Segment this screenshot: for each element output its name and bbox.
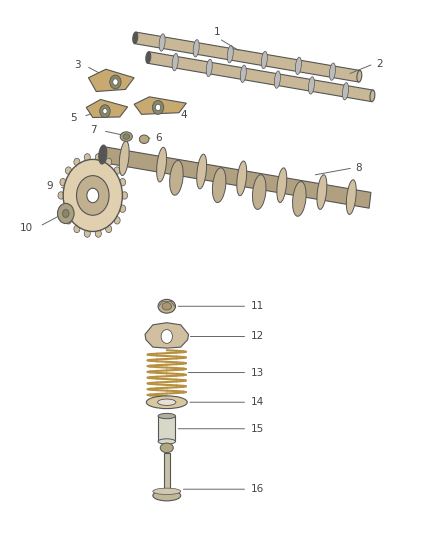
Ellipse shape	[308, 77, 314, 94]
Text: 14: 14	[251, 397, 264, 407]
Text: 13: 13	[251, 368, 264, 377]
Ellipse shape	[227, 45, 233, 63]
Text: 2: 2	[377, 59, 383, 69]
Ellipse shape	[99, 145, 107, 164]
Ellipse shape	[343, 83, 349, 100]
Ellipse shape	[146, 396, 187, 409]
Ellipse shape	[277, 168, 287, 203]
Circle shape	[57, 204, 74, 223]
Polygon shape	[102, 147, 371, 208]
Circle shape	[114, 167, 120, 174]
Ellipse shape	[237, 161, 247, 196]
Polygon shape	[148, 52, 373, 102]
Ellipse shape	[317, 175, 327, 209]
Text: 15: 15	[251, 424, 264, 434]
Circle shape	[114, 216, 120, 224]
Ellipse shape	[133, 32, 138, 44]
Ellipse shape	[158, 439, 176, 444]
Ellipse shape	[120, 132, 132, 141]
Circle shape	[74, 158, 80, 166]
Text: 16: 16	[251, 484, 264, 494]
Circle shape	[161, 329, 173, 343]
Circle shape	[65, 216, 71, 224]
Circle shape	[87, 188, 99, 203]
Circle shape	[121, 192, 127, 199]
Ellipse shape	[212, 168, 226, 203]
Polygon shape	[164, 453, 170, 498]
Ellipse shape	[162, 303, 172, 310]
Text: 9: 9	[46, 181, 53, 191]
Circle shape	[95, 154, 101, 161]
Text: 6: 6	[155, 133, 162, 143]
Circle shape	[63, 159, 122, 231]
Ellipse shape	[170, 160, 183, 195]
Circle shape	[58, 192, 64, 199]
Ellipse shape	[357, 70, 362, 82]
Polygon shape	[134, 32, 360, 82]
Circle shape	[77, 175, 109, 215]
Ellipse shape	[146, 52, 151, 63]
Circle shape	[74, 225, 80, 233]
Circle shape	[155, 104, 161, 111]
Ellipse shape	[197, 154, 207, 189]
Ellipse shape	[139, 135, 149, 143]
Circle shape	[84, 154, 90, 161]
Circle shape	[113, 79, 118, 85]
Text: 4: 4	[181, 110, 187, 120]
Ellipse shape	[295, 57, 301, 75]
Circle shape	[65, 167, 71, 174]
Ellipse shape	[153, 488, 181, 495]
Polygon shape	[158, 416, 176, 441]
Circle shape	[60, 205, 66, 212]
Polygon shape	[145, 322, 188, 348]
Ellipse shape	[252, 175, 266, 209]
Circle shape	[120, 179, 126, 186]
Circle shape	[84, 230, 90, 237]
Text: 7: 7	[90, 125, 96, 135]
Ellipse shape	[158, 414, 176, 419]
Circle shape	[106, 158, 112, 166]
Text: 3: 3	[74, 60, 81, 70]
Text: 12: 12	[251, 332, 264, 342]
Circle shape	[95, 230, 101, 237]
Ellipse shape	[160, 443, 173, 453]
Circle shape	[60, 179, 66, 186]
Ellipse shape	[172, 53, 178, 71]
Polygon shape	[88, 69, 134, 92]
Circle shape	[110, 75, 121, 89]
Ellipse shape	[329, 63, 336, 80]
Circle shape	[152, 101, 164, 114]
Polygon shape	[134, 97, 186, 114]
Polygon shape	[86, 100, 127, 117]
Circle shape	[120, 205, 126, 212]
Circle shape	[100, 105, 110, 117]
Text: 5: 5	[70, 112, 77, 123]
Ellipse shape	[274, 71, 280, 88]
Ellipse shape	[240, 65, 246, 83]
Ellipse shape	[159, 34, 165, 51]
Ellipse shape	[293, 182, 306, 216]
Ellipse shape	[119, 141, 129, 175]
Ellipse shape	[158, 300, 176, 313]
Ellipse shape	[193, 39, 199, 57]
Ellipse shape	[346, 180, 356, 214]
Text: 1: 1	[214, 27, 221, 37]
Ellipse shape	[153, 490, 181, 501]
Ellipse shape	[370, 90, 375, 102]
Text: 11: 11	[251, 301, 264, 311]
Ellipse shape	[158, 399, 176, 406]
Ellipse shape	[206, 59, 212, 77]
Ellipse shape	[157, 147, 166, 182]
Ellipse shape	[63, 209, 69, 217]
Text: 8: 8	[356, 163, 362, 173]
Circle shape	[103, 109, 107, 114]
Ellipse shape	[123, 134, 130, 139]
Circle shape	[106, 225, 112, 233]
Text: 10: 10	[20, 223, 33, 233]
Ellipse shape	[261, 51, 267, 69]
